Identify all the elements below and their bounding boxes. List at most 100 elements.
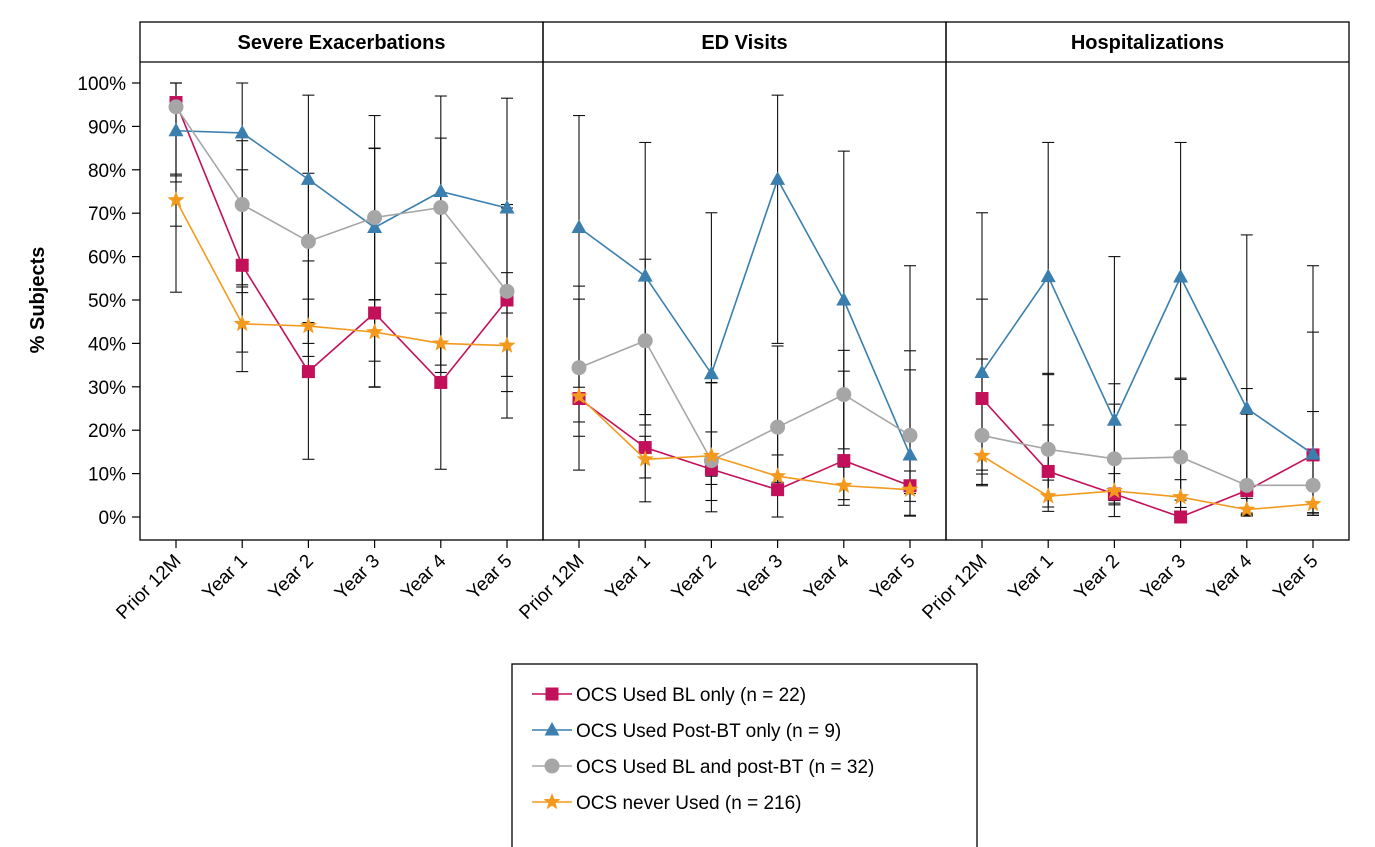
panel-0: Severe Exacerbations Prior 12M Year 1 Year … xyxy=(112,21,544,624)
data-point xyxy=(902,427,918,443)
x-tick-label: Year 3 xyxy=(1137,551,1190,604)
series-3 xyxy=(167,191,516,353)
x-tick-label: Year 4 xyxy=(397,550,451,604)
data-point xyxy=(1239,400,1255,414)
data-point xyxy=(1105,481,1123,499)
data-point xyxy=(769,467,787,484)
data-point xyxy=(300,171,316,185)
series-line xyxy=(578,339,911,462)
series-line xyxy=(175,199,508,347)
data-point xyxy=(770,419,786,435)
legend-label: OCS Used BL only (n = 22) xyxy=(576,685,806,706)
y-tick-label: 0% xyxy=(99,508,127,529)
legend-items: OCS Used BL only (n = 22) OCS Used Post-B… xyxy=(532,685,874,814)
legend-marker xyxy=(544,722,560,736)
data-point xyxy=(1304,494,1322,512)
data-point xyxy=(771,483,785,497)
data-point xyxy=(432,334,450,351)
y-tick-label: 80% xyxy=(88,161,126,182)
x-tick-label: Year 4 xyxy=(1203,550,1257,604)
error-bars-series-1 xyxy=(976,141,1319,516)
error-bars-series-3 xyxy=(573,369,916,502)
legend-item: OCS never Used (n = 216) xyxy=(532,793,801,814)
data-point xyxy=(571,360,587,376)
data-point xyxy=(570,387,588,404)
x-tick-label: Prior 12M xyxy=(112,551,185,624)
x-tick-label: Year 1 xyxy=(1005,551,1058,604)
data-point xyxy=(836,387,852,403)
data-point xyxy=(1173,449,1189,465)
error-bars-series-0 xyxy=(170,82,513,470)
data-point xyxy=(836,292,852,306)
data-point xyxy=(1305,446,1321,460)
series-line xyxy=(175,102,508,384)
data-point xyxy=(234,197,250,213)
data-point xyxy=(235,258,249,272)
series-line xyxy=(981,455,1314,511)
series-1 xyxy=(571,171,918,461)
y-tick-label: 10% xyxy=(88,465,126,486)
series-3 xyxy=(570,387,919,497)
panel-title: Severe Exacerbations xyxy=(238,32,446,54)
error-bars-series-2 xyxy=(573,258,916,502)
series-line xyxy=(578,395,911,491)
series-line xyxy=(981,434,1313,487)
data-point xyxy=(637,333,653,349)
x-tick-label: Year 4 xyxy=(800,550,854,604)
legend-item: OCS Used Post-BT only (n = 9) xyxy=(532,721,841,742)
y-tick-label: 90% xyxy=(88,117,126,138)
x-tick-label: Prior 12M xyxy=(515,551,588,624)
series-2 xyxy=(571,333,918,469)
x-tick-label: Year 2 xyxy=(668,551,721,604)
series-0 xyxy=(169,96,514,389)
x-tick-label: Year 3 xyxy=(734,551,787,604)
y-axis: % Subjects 0% 10% 20% 30% 40% 50% 60% 70% 80% 90%… xyxy=(27,74,140,529)
data-point xyxy=(703,365,719,380)
chart-panels: Severe Exacerbations Prior 12M Year 1 Year … xyxy=(112,21,1350,624)
y-axis-title: % Subjects xyxy=(27,247,49,354)
x-tick-label: Prior 12M xyxy=(918,551,991,624)
data-point xyxy=(498,336,516,353)
data-point xyxy=(499,283,515,299)
data-point xyxy=(974,427,990,443)
data-point xyxy=(433,200,449,216)
y-tick-label: 70% xyxy=(88,204,126,225)
data-point xyxy=(975,392,989,406)
data-point xyxy=(1239,477,1255,493)
data-point xyxy=(233,314,251,332)
data-point xyxy=(973,446,991,464)
data-point xyxy=(367,219,383,234)
series-line xyxy=(578,397,911,491)
legend-item: OCS Used BL and post-BT (n = 32) xyxy=(532,757,874,778)
data-point xyxy=(1106,451,1122,467)
panel-frame xyxy=(139,21,544,541)
series-3 xyxy=(973,446,1322,517)
data-point xyxy=(1040,268,1056,283)
series-line xyxy=(175,106,508,292)
data-point xyxy=(1238,500,1256,517)
x-tick-label: Year 1 xyxy=(199,551,252,604)
data-point xyxy=(168,122,184,137)
data-point xyxy=(367,210,383,226)
legend-item: OCS Used BL only (n = 22) xyxy=(532,685,806,706)
data-point xyxy=(167,191,185,208)
data-point xyxy=(434,375,448,389)
series-line xyxy=(578,177,911,456)
data-point xyxy=(1106,412,1122,426)
legend-marker xyxy=(543,793,561,810)
data-point xyxy=(637,268,653,282)
data-point xyxy=(433,183,449,197)
panel-frame xyxy=(945,21,1350,541)
series-2 xyxy=(168,99,515,299)
series-line xyxy=(981,274,1314,455)
y-tick-label: 30% xyxy=(88,378,126,399)
legend-box xyxy=(511,663,978,847)
data-point xyxy=(835,476,853,494)
series-2 xyxy=(974,427,1321,493)
legend: OCS Used BL only (n = 22) OCS Used Post-B… xyxy=(511,663,978,847)
data-point xyxy=(902,446,918,461)
data-point xyxy=(300,233,316,249)
